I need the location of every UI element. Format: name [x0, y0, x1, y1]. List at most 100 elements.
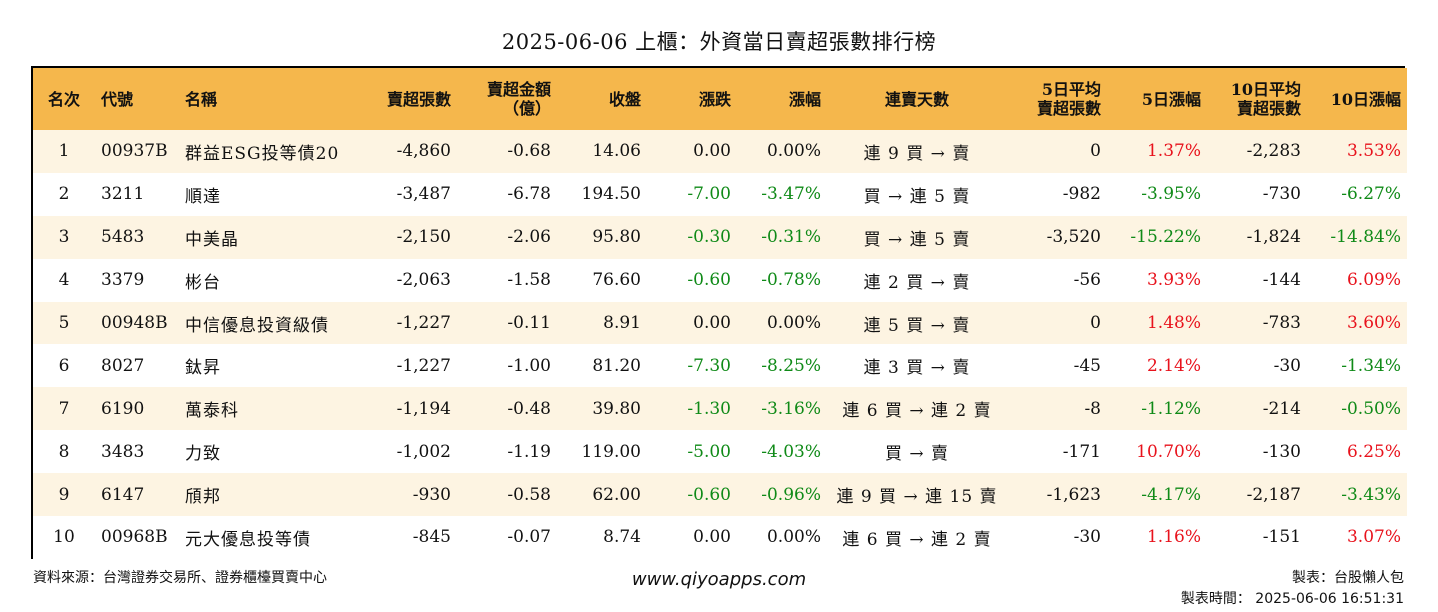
- cell-rank: 5: [58, 313, 70, 333]
- cell-name: 彬台: [185, 272, 221, 293]
- cell-change-pct: 0.00%: [766, 313, 821, 333]
- cell-close: 194.50: [581, 184, 641, 205]
- cell-change: -0.60: [687, 484, 731, 505]
- generated-time: 製表時間： 2025-06-06 16:51:31: [1180, 591, 1404, 607]
- column-header-label: 連賣天數: [884, 89, 949, 109]
- table-row: 7 6190 萬泰科 -1,194 -0.48 39.80 -1.30 -3.16% 連 6 買…: [33, 387, 1407, 431]
- cell-close: 8.91: [603, 313, 641, 333]
- cell-rank: 3: [58, 227, 70, 248]
- cell-change: -1.30: [687, 398, 731, 419]
- column-header-label: 漲幅: [788, 89, 821, 109]
- cell-change-pct: -8.25%: [761, 355, 821, 376]
- cell-rank: 9: [58, 484, 70, 505]
- cell-code: 3211: [101, 184, 145, 205]
- cell-avg5: -8: [1084, 398, 1101, 419]
- cell-sell-amount: -1.19: [507, 441, 551, 462]
- cell-rank: 6: [58, 355, 70, 376]
- cell-name: 萬泰科: [185, 401, 239, 422]
- cell-streak: 連 5 買 → 賣: [863, 315, 971, 336]
- cell-avg10: -783: [1262, 313, 1301, 333]
- table-row: 5 00948B 中信優息投資級債 -1,227 -0.11 8.91 0.00 0.00% 連…: [33, 301, 1407, 345]
- cell-sell-shares: -1,227: [396, 355, 451, 376]
- cell-chg10: 3.60%: [1346, 313, 1401, 333]
- cell-rank: 2: [58, 184, 70, 205]
- cell-streak: 買 → 連 5 賣: [863, 186, 971, 207]
- cell-change: 0.00: [693, 141, 731, 162]
- cell-streak: 買 → 連 5 賣: [863, 229, 971, 250]
- cell-avg5: -1,623: [1046, 484, 1101, 505]
- cell-close: 8.74: [603, 527, 641, 548]
- cell-avg10: -1,824: [1246, 227, 1301, 248]
- table-header: 名次 代號 名稱 賣超張數 賣超金額 （億） 收盤 漲跌 漲幅 連賣天數 5日平均 賣超張數 5日漲幅 1…: [33, 68, 1407, 130]
- cell-close: 39.80: [592, 398, 641, 419]
- cell-avg10: -730: [1262, 184, 1301, 205]
- cell-rank: 8: [58, 441, 70, 462]
- cell-close: 62.00: [592, 484, 641, 505]
- cell-chg5: 10.70%: [1136, 441, 1201, 462]
- column-header-label: 賣超張數: [1036, 99, 1101, 118]
- cell-rank: 7: [58, 398, 70, 419]
- cell-name: 順達: [185, 186, 221, 207]
- cell-sell-shares: -930: [412, 484, 451, 505]
- cell-close: 81.20: [592, 355, 641, 376]
- data-source-note: 資料來源：台灣證券交易所、證券櫃檯買賣中心: [33, 570, 327, 586]
- cell-name: 中美晶: [185, 229, 239, 250]
- column-header-close: 收盤: [557, 68, 647, 130]
- cell-avg5: -171: [1062, 441, 1101, 462]
- cell-code: 6190: [101, 398, 145, 419]
- cell-avg5: 0: [1090, 313, 1101, 333]
- cell-chg5: -3.95%: [1141, 184, 1201, 205]
- column-header-streak: 連賣天數: [827, 68, 1007, 130]
- table-row: 4 3379 彬台 -2,063 -1.58 76.60 -0.60 -0.78% 連 2 買 …: [33, 258, 1407, 302]
- cell-code: 00937B: [101, 141, 168, 162]
- cell-sell-amount: -1.58: [507, 270, 551, 291]
- cell-sell-shares: -3,487: [396, 184, 451, 205]
- cell-change-pct: 0.00%: [766, 141, 821, 162]
- cell-code: 5483: [101, 227, 145, 248]
- cell-streak: 連 3 買 → 賣: [863, 358, 971, 379]
- cell-sell-amount: -0.11: [507, 313, 551, 333]
- cell-close: 119.00: [581, 441, 641, 462]
- column-header-label: （億）: [502, 99, 551, 118]
- column-header-sell-amount: 賣超金額 （億）: [457, 68, 557, 130]
- column-header-avg5: 5日平均 賣超張數: [1007, 68, 1107, 130]
- cell-sell-amount: -1.00: [507, 355, 551, 376]
- cell-sell-amount: -0.07: [507, 527, 551, 548]
- cell-name: 中信優息投資級債: [185, 315, 329, 336]
- cell-sell-shares: -2,063: [396, 270, 451, 291]
- maker-credit: 製表：台股懶人包: [1292, 570, 1404, 586]
- cell-change: -7.00: [687, 184, 731, 205]
- cell-rank: 4: [58, 270, 70, 291]
- cell-streak: 連 6 買 → 連 2 賣: [842, 401, 992, 422]
- cell-change-pct: -0.96%: [761, 484, 821, 505]
- cell-streak: 買 → 賣: [884, 444, 950, 465]
- cell-name: 頎邦: [185, 487, 221, 508]
- column-header-change: 漲跌: [647, 68, 737, 130]
- table-row: 2 3211 順達 -3,487 -6.78 194.50 -7.00 -3.47% 買 → 連…: [33, 172, 1407, 216]
- cell-code: 3483: [101, 441, 145, 462]
- cell-change: -0.60: [687, 270, 731, 291]
- cell-chg5: -15.22%: [1130, 227, 1201, 248]
- cell-avg10: -2,187: [1246, 484, 1301, 505]
- cell-avg5: -30: [1073, 527, 1101, 548]
- column-header-label: 5日漲幅: [1141, 89, 1201, 109]
- cell-code: 00948B: [101, 313, 168, 333]
- table-row: 10 00968B 元大優息投等債 -845 -0.07 8.74 0.00 0.00% 連 6…: [33, 516, 1407, 559]
- cell-sell-amount: -6.78: [507, 184, 551, 205]
- column-header-label: 5日平均: [1041, 80, 1101, 99]
- column-header-chg10: 10日漲幅: [1307, 68, 1407, 130]
- cell-avg5: -982: [1062, 184, 1101, 205]
- cell-change: 0.00: [693, 313, 731, 333]
- website-link[interactable]: www.qiyoapps.com: [631, 569, 807, 590]
- cell-chg10: 3.07%: [1346, 527, 1401, 548]
- cell-chg10: 3.53%: [1346, 141, 1401, 162]
- cell-chg5: -4.17%: [1141, 484, 1201, 505]
- cell-sell-amount: -0.58: [507, 484, 551, 505]
- column-header-avg10: 10日平均 賣超張數: [1207, 68, 1307, 130]
- cell-avg5: -45: [1073, 355, 1101, 376]
- ranking-table-container: 名次 代號 名稱 賣超張數 賣超金額 （億） 收盤 漲跌 漲幅 連賣天數 5日平均 賣超張數 5日漲幅 1…: [31, 66, 1407, 559]
- column-header-change-pct: 漲幅: [737, 68, 827, 130]
- cell-change: -5.00: [687, 441, 731, 462]
- cell-avg10: -214: [1262, 398, 1301, 419]
- cell-chg10: 6.09%: [1346, 270, 1401, 291]
